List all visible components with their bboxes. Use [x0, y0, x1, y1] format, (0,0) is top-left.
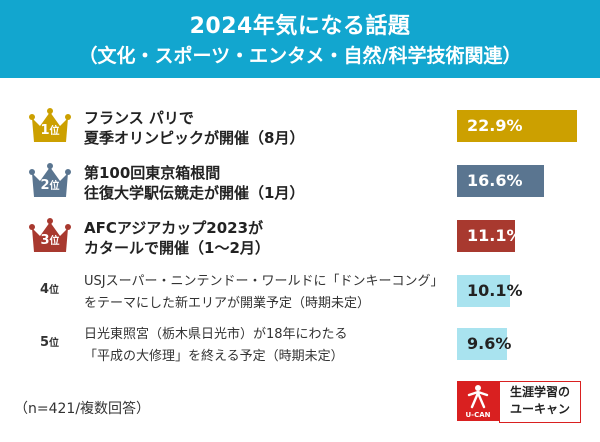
rank-suffix: 位: [49, 285, 60, 296]
rank-suffix: 位: [49, 126, 60, 137]
value-label: 16.6%: [467, 171, 523, 190]
value-label: 11.1%: [467, 226, 523, 245]
rank-number: 4位: [40, 281, 70, 297]
topic-label: 第100回東京箱根間往復大学駅伝競走が開催（1月）: [84, 163, 444, 203]
topic-label-line-1: USJスーパー・ニンテンドー・ワールドに「ドンキーコング」: [84, 274, 444, 289]
chart-subtitle: （文化・スポーツ・エンタメ・自然/科学技術関連）: [78, 45, 522, 67]
topic-label-line-2: 「平成の大修理」を終える予定（時期未定）: [84, 349, 344, 364]
rank-number: 2位: [28, 177, 72, 193]
rank-number: 5位: [40, 334, 70, 350]
sample-size-note: （n=421/複数回答）: [14, 401, 151, 417]
topic-label-line-1: 第100回東京箱根間: [84, 164, 221, 182]
header-banner: 2024年気になる話題 （文化・スポーツ・エンタメ・自然/科学技術関連）: [0, 0, 600, 78]
value-label: 9.6%: [467, 334, 512, 353]
rank-suffix: 位: [49, 338, 60, 349]
ucan-logo: U-CAN 生涯学習の ユーキャン: [457, 381, 581, 423]
rank-crown-icon: 1位: [28, 106, 72, 146]
rank-digit: 4: [40, 282, 50, 297]
rank-crown-icon: 3位: [28, 216, 72, 256]
brand-line-2: ユーキャン: [509, 402, 570, 416]
topic-label: 日光東照宮（栃木県日光市）が18年にわたる 「平成の大修理」を終える予定（時期未定…: [84, 324, 444, 368]
person-mark-icon: [467, 385, 489, 409]
rank-crown-icon: 2位: [28, 161, 72, 201]
topic-label-line-2: 往復大学駅伝競走が開催（1月）: [84, 184, 305, 202]
topic-label-line-1: フランス パリで: [84, 109, 194, 127]
rank-digit: 5: [40, 335, 50, 350]
ucan-brand-name: 生涯学習の ユーキャン: [499, 381, 581, 423]
brand-line-1: 生涯学習の: [509, 385, 570, 399]
topic-label: フランス パリで夏季オリンピックが開催（8月）: [84, 108, 444, 148]
value-bar: [457, 110, 577, 142]
topic-label: USJスーパー・ニンテンドー・ワールドに「ドンキーコング」 をテーマにした新エリア…: [84, 271, 444, 315]
value-bar: [457, 328, 507, 360]
topic-label-line-2: をテーマにした新エリアが開業予定（時期未定）: [84, 296, 371, 311]
topic-label-line-2: 夏季オリンピックが開催（8月）: [84, 129, 305, 147]
value-label: 22.9%: [467, 116, 523, 135]
topic-label-line-2: カタールで開催（1～2月）: [84, 239, 270, 257]
rank-number: 1位: [28, 122, 72, 138]
rank-digit: 1: [40, 123, 50, 138]
ucan-mark-icon: U-CAN: [457, 381, 499, 421]
value-bar: [457, 220, 515, 252]
rank-suffix: 位: [49, 236, 60, 247]
ucan-mark-text: U-CAN: [465, 411, 491, 419]
value-bar: [457, 275, 510, 307]
topic-label-line-1: 日光東照宮（栃木県日光市）が18年にわたる: [84, 327, 348, 342]
topic-label: AFCアジアカップ2023が カタールで開催（1～2月）: [84, 218, 444, 258]
rank-digit: 3: [40, 233, 50, 248]
rank-suffix: 位: [49, 181, 60, 192]
rank-number: 3位: [28, 232, 72, 248]
topic-label-line-1: AFCアジアカップ2023が: [84, 219, 264, 237]
rank-digit: 2: [40, 178, 50, 193]
value-bar: [457, 165, 544, 197]
value-label: 10.1%: [467, 281, 523, 300]
chart-title: 2024年気になる話題: [189, 14, 411, 39]
